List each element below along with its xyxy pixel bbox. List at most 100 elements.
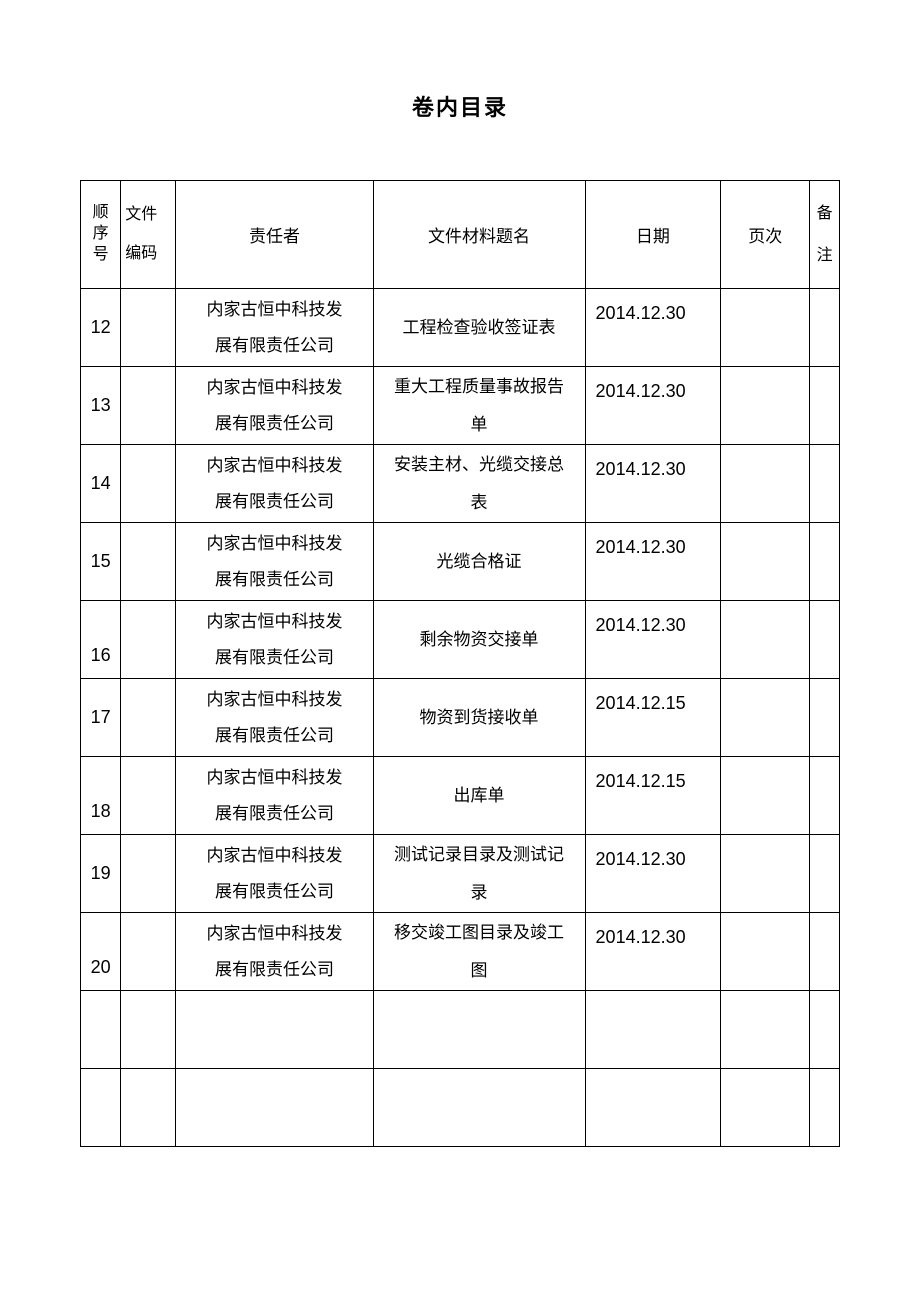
cell-doc-title: 测试记录目录及测试记录: [373, 835, 585, 913]
cell-doc-title: 安装主材、光缆交接总表: [373, 445, 585, 523]
table-row: 18 内家古恒中科技发展有限责任公司出库单2014.12.15: [81, 757, 840, 835]
header-code-l1: 文件: [125, 196, 175, 234]
cell-doc-title: 重大工程质量事故报告单: [373, 367, 585, 445]
cell-seq: 17: [81, 679, 121, 757]
header-seq: 顺序号: [81, 181, 121, 289]
cell-date: 2014.12.30: [585, 835, 721, 913]
cell-empty: [176, 991, 373, 1069]
cell-empty: [721, 991, 810, 1069]
table-row: 16内家古恒中科技发展有限责任公司剩余物资交接单2014.12.30: [81, 601, 840, 679]
cell-empty: [810, 1069, 840, 1147]
cell-date: 2014.12.30: [585, 445, 721, 523]
cell-note: [810, 913, 840, 991]
cell-seq: 19: [81, 835, 121, 913]
cell-doc-title: 工程检查验收签证表: [373, 289, 585, 367]
cell-note: [810, 835, 840, 913]
cell-doc-title: 出库单: [373, 757, 585, 835]
table-header-row: 顺序号 文件 编码 责任者 文件材料题名 日期 页次 备 注: [81, 181, 840, 289]
cell-responsible: 内家古恒中科技发展有限责任公司: [176, 601, 373, 679]
cell-empty: [121, 1069, 176, 1147]
cell-empty: [176, 1069, 373, 1147]
cell-code: [121, 913, 176, 991]
cell-seq: 16: [81, 601, 121, 679]
cell-code: [121, 445, 176, 523]
cell-page: [721, 289, 810, 367]
header-seq-text: 顺序号: [81, 203, 120, 265]
header-responsible: 责任者: [176, 181, 373, 289]
cell-seq: 15: [81, 523, 121, 601]
cell-doc-title: 移交竣工图目录及竣工图: [373, 913, 585, 991]
cell-date: 2014.12.30: [585, 913, 721, 991]
cell-page: [721, 367, 810, 445]
cell-empty: [81, 1069, 121, 1147]
cell-code: [121, 835, 176, 913]
cell-date: 2014.12.15: [585, 757, 721, 835]
cell-responsible: 内家古恒中科技发展有限责任公司: [176, 367, 373, 445]
header-note-l1: 备: [810, 193, 839, 235]
header-code-l2: 编码: [125, 235, 175, 273]
cell-note: [810, 601, 840, 679]
table-row: 15 内家古恒中科技发展有限责任公司光缆合格证2014.12.30: [81, 523, 840, 601]
cell-page: [721, 679, 810, 757]
cell-code: [121, 757, 176, 835]
cell-code: [121, 523, 176, 601]
catalog-table: 顺序号 文件 编码 责任者 文件材料题名 日期 页次 备 注 12 内家古恒中科技…: [80, 180, 840, 1147]
cell-seq: 20: [81, 913, 121, 991]
table-row: 17内家古恒中科技发展有限责任公司物资到货接收单2014.12.15: [81, 679, 840, 757]
cell-page: [721, 445, 810, 523]
cell-doc-title: 物资到货接收单: [373, 679, 585, 757]
cell-seq: 18: [81, 757, 121, 835]
header-note: 备 注: [810, 181, 840, 289]
cell-code: [121, 601, 176, 679]
table-row: 12 内家古恒中科技发展有限责任公司工程检查验收签证表2014.12.30: [81, 289, 840, 367]
header-note-l2: 注: [810, 235, 839, 277]
cell-note: [810, 445, 840, 523]
cell-empty: [373, 991, 585, 1069]
cell-note: [810, 523, 840, 601]
cell-note: [810, 289, 840, 367]
cell-page: [721, 523, 810, 601]
header-date: 日期: [585, 181, 721, 289]
cell-responsible: 内家古恒中科技发展有限责任公司: [176, 679, 373, 757]
header-code: 文件 编码: [121, 181, 176, 289]
cell-empty: [585, 991, 721, 1069]
cell-date: 2014.12.30: [585, 289, 721, 367]
cell-page: [721, 835, 810, 913]
cell-empty: [721, 1069, 810, 1147]
cell-note: [810, 679, 840, 757]
cell-seq: 14: [81, 445, 121, 523]
cell-responsible: 内家古恒中科技发展有限责任公司: [176, 289, 373, 367]
page-title: 卷内目录: [80, 90, 840, 122]
cell-page: [721, 913, 810, 991]
cell-empty: [81, 991, 121, 1069]
cell-seq: 12: [81, 289, 121, 367]
cell-doc-title: 光缆合格证: [373, 523, 585, 601]
table-row: 13 内家古恒中科技发展有限责任公司重大工程质量事故报告单2014.12.30: [81, 367, 840, 445]
table-row: 14 内家古恒中科技发展有限责任公司安装主材、光缆交接总表2014.12.30: [81, 445, 840, 523]
cell-page: [721, 757, 810, 835]
cell-empty: [810, 991, 840, 1069]
cell-responsible: 内家古恒中科技发展有限责任公司: [176, 523, 373, 601]
cell-page: [721, 601, 810, 679]
cell-note: [810, 757, 840, 835]
cell-code: [121, 289, 176, 367]
cell-responsible: 内家古恒中科技发展有限责任公司: [176, 757, 373, 835]
header-page: 页次: [721, 181, 810, 289]
table-row-empty: [81, 991, 840, 1069]
table-row-empty: [81, 1069, 840, 1147]
cell-responsible: 内家古恒中科技发展有限责任公司: [176, 913, 373, 991]
cell-responsible: 内家古恒中科技发展有限责任公司: [176, 445, 373, 523]
table-row: 19 内家古恒中科技发展有限责任公司测试记录目录及测试记录2014.12.30: [81, 835, 840, 913]
cell-empty: [121, 991, 176, 1069]
cell-code: [121, 679, 176, 757]
cell-date: 2014.12.30: [585, 523, 721, 601]
cell-empty: [373, 1069, 585, 1147]
cell-doc-title: 剩余物资交接单: [373, 601, 585, 679]
cell-code: [121, 367, 176, 445]
table-row: 20 内家古恒中科技发展有限责任公司移交竣工图目录及竣工图2014.12.30: [81, 913, 840, 991]
cell-responsible: 内家古恒中科技发展有限责任公司: [176, 835, 373, 913]
cell-date: 2014.12.30: [585, 367, 721, 445]
cell-seq: 13: [81, 367, 121, 445]
cell-note: [810, 367, 840, 445]
cell-empty: [585, 1069, 721, 1147]
